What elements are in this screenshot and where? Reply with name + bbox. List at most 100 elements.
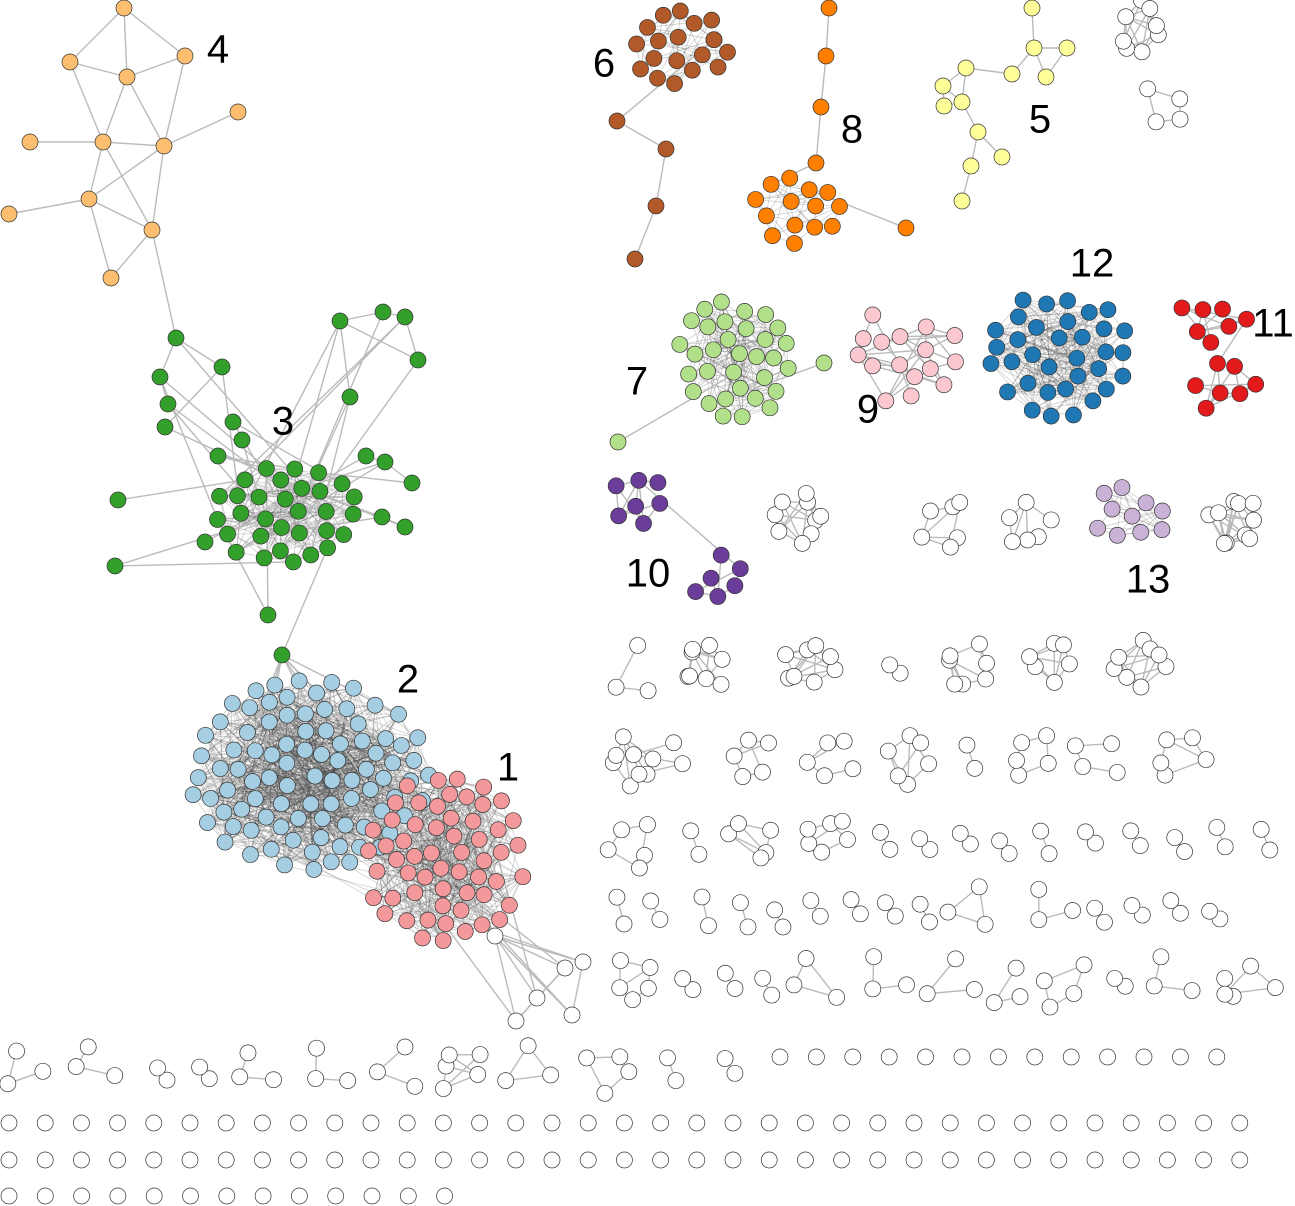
node: [682, 822, 700, 840]
node: [805, 673, 823, 691]
edge: [255, 798, 294, 841]
node: [414, 929, 431, 947]
edge: [250, 754, 273, 831]
node: [118, 68, 136, 86]
node: [719, 43, 736, 61]
node: [726, 1064, 744, 1082]
node: [276, 856, 293, 874]
node: [1113, 479, 1131, 496]
node: [276, 490, 294, 508]
node: [167, 329, 185, 347]
edge: [815, 106, 822, 164]
node: [377, 837, 395, 855]
node: [747, 191, 764, 208]
node: [329, 752, 347, 770]
node: [1214, 300, 1231, 318]
node: [376, 905, 394, 923]
node: [211, 487, 228, 505]
node: [241, 699, 259, 717]
node: [489, 821, 507, 839]
node: [1216, 985, 1234, 1003]
edge: [279, 359, 419, 552]
node: [639, 682, 657, 700]
edge: [1117, 510, 1163, 536]
node: [1038, 727, 1055, 745]
edge: [440, 867, 485, 896]
node: [716, 964, 734, 982]
node: [913, 528, 931, 546]
edge: [321, 754, 346, 826]
node: [758, 207, 775, 225]
node: [987, 321, 1004, 339]
node: [450, 863, 468, 881]
edge: [292, 511, 327, 563]
node: [514, 868, 532, 886]
node: [782, 193, 800, 210]
node: [579, 1114, 597, 1132]
edge: [1032, 400, 1093, 411]
node: [317, 722, 335, 740]
edge: [205, 723, 359, 736]
edge: [1181, 307, 1247, 320]
edge: [451, 817, 514, 822]
edge: [269, 752, 377, 779]
node: [364, 821, 382, 839]
node: [881, 841, 899, 858]
edge: [322, 780, 411, 819]
edge: [280, 534, 344, 552]
node: [807, 637, 825, 654]
node: [1013, 734, 1031, 752]
edge: [269, 701, 429, 776]
node: [507, 1151, 525, 1169]
node: [905, 1151, 923, 1169]
node: [962, 835, 979, 853]
node: [197, 726, 214, 744]
node: [242, 821, 260, 839]
node: [395, 832, 413, 850]
node: [255, 549, 273, 567]
node: [239, 1044, 257, 1062]
edge: [820, 55, 827, 108]
node: [458, 884, 476, 902]
node: [471, 1114, 488, 1132]
node: [211, 713, 229, 731]
edge: [1027, 336, 1083, 384]
node: [781, 169, 799, 187]
node: [322, 795, 340, 813]
edge: [151, 145, 165, 231]
node: [817, 47, 835, 65]
node: [343, 790, 360, 807]
edge: [1011, 361, 1107, 390]
edge: [305, 713, 315, 870]
node: [318, 522, 335, 540]
edge: [244, 316, 406, 481]
node: [307, 1070, 324, 1087]
edge: [616, 120, 667, 150]
edge: [251, 824, 346, 831]
node: [1097, 380, 1115, 398]
edge: [1046, 303, 1050, 368]
edge: [996, 346, 1106, 353]
edge: [1048, 330, 1125, 368]
edge: [1027, 312, 1090, 384]
cluster-label: 10: [626, 552, 671, 596]
edge: [265, 817, 285, 866]
edge: [281, 779, 353, 805]
node: [613, 821, 630, 839]
node: [181, 1114, 199, 1132]
node: [1215, 535, 1233, 552]
node: [291, 524, 308, 542]
node: [250, 488, 268, 506]
node: [1231, 1114, 1249, 1132]
node: [1208, 819, 1226, 836]
node: [703, 11, 720, 29]
node: [246, 790, 264, 808]
node: [1050, 1151, 1068, 1169]
node: [719, 331, 737, 348]
node: [102, 269, 120, 287]
edge: [363, 737, 419, 828]
node: [1038, 295, 1055, 313]
node: [362, 781, 379, 798]
edge: [755, 189, 810, 200]
edge: [1067, 321, 1079, 377]
